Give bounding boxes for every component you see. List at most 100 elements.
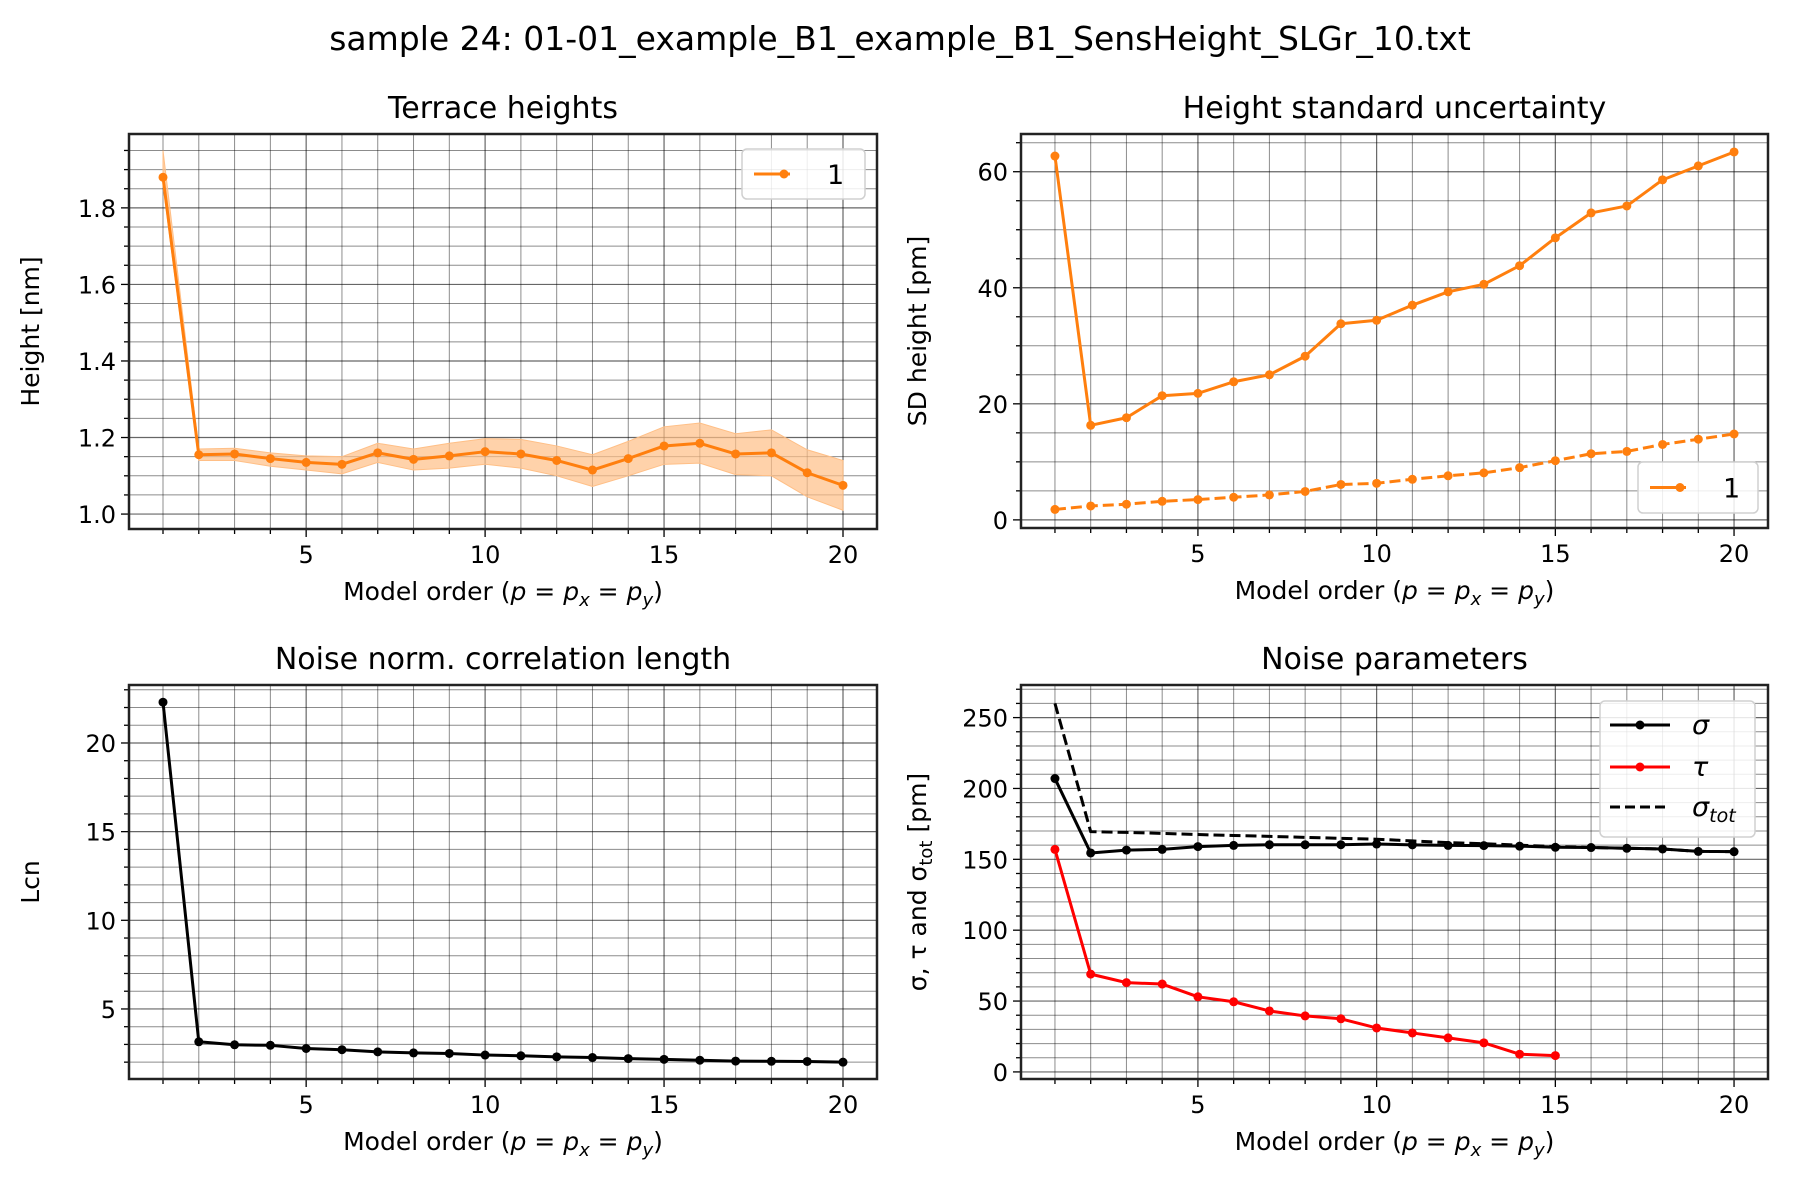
axes-frame xyxy=(127,683,879,1081)
axes-frame xyxy=(1019,683,1770,1081)
data-point xyxy=(1443,287,1453,297)
plot-area xyxy=(158,150,848,511)
data-point xyxy=(158,697,168,707)
x-axis-label: Model order (p = px = py) xyxy=(1235,1127,1555,1161)
data-point xyxy=(587,1053,597,1063)
legend: 1 xyxy=(741,148,866,200)
data-point xyxy=(1658,175,1668,185)
data-point xyxy=(1193,842,1203,852)
data-point xyxy=(1157,844,1167,854)
y-tick-label: 250 xyxy=(962,705,1008,733)
data-point xyxy=(301,457,311,467)
y-tick-label: 1.6 xyxy=(78,271,116,299)
legend-sigma-marker xyxy=(1635,720,1645,730)
series-line xyxy=(1054,432,1735,511)
data-point xyxy=(1121,413,1131,423)
axes-frame xyxy=(127,132,879,531)
data-point xyxy=(516,449,526,459)
data-point xyxy=(265,454,275,464)
data-point xyxy=(1479,279,1489,289)
data-point xyxy=(444,1048,454,1058)
data-point xyxy=(587,465,597,475)
x-tick-label: 10 xyxy=(470,1091,501,1119)
x-tick-label: 10 xyxy=(1361,540,1392,568)
y-tick-label: 100 xyxy=(962,917,1008,945)
x-tick-label: 20 xyxy=(828,1091,859,1119)
data-point xyxy=(1300,351,1310,361)
data-point xyxy=(337,459,347,469)
data-point xyxy=(838,1057,848,1067)
legend-box xyxy=(1637,461,1759,514)
data-point xyxy=(802,1056,812,1066)
panel-terrace: 5 10 15 20 1.0 1.2 1.4 1.6 1.8 Terrace heights Mod… xyxy=(16,91,879,611)
data-point xyxy=(1372,315,1382,325)
data-point xyxy=(444,451,454,461)
legend: 1 xyxy=(1637,461,1759,514)
y-tick-label: 50 xyxy=(977,988,1008,1016)
data-point xyxy=(802,468,812,478)
data-point xyxy=(337,1045,347,1055)
data-point xyxy=(1300,1011,1310,1021)
data-point xyxy=(1336,319,1346,329)
data-point xyxy=(695,438,705,448)
panel-title: Noise parameters xyxy=(1261,642,1528,677)
x-axis-label: Model order (p = px = py) xyxy=(343,577,663,611)
y-tick-label: 150 xyxy=(962,846,1008,874)
data-point xyxy=(1121,499,1131,509)
figure-suptitle: sample 24: 01-01_example_B1_example_B1_S… xyxy=(329,19,1471,58)
panel-title: Terrace heights xyxy=(387,91,618,126)
y-axis-label: SD height [pm] xyxy=(903,236,932,426)
data-point xyxy=(1693,434,1703,444)
panel-title: Height standard uncertainty xyxy=(1183,91,1607,126)
y-tick-label: 200 xyxy=(962,775,1008,803)
data-point xyxy=(1050,844,1060,854)
y-tick-label: 1.4 xyxy=(78,348,116,376)
data-point xyxy=(1479,468,1489,478)
legend-tau-marker xyxy=(1635,762,1645,772)
data-point xyxy=(1372,478,1382,488)
data-point xyxy=(552,1052,562,1062)
series-line xyxy=(1053,703,1735,854)
data-point xyxy=(766,1056,776,1066)
x-tick-label: 20 xyxy=(1719,540,1750,568)
data-point xyxy=(1050,504,1060,514)
data-point xyxy=(1515,1049,1525,1059)
data-point xyxy=(1229,377,1239,387)
data-point xyxy=(838,480,848,490)
data-point xyxy=(516,1051,526,1061)
data-point xyxy=(1515,463,1525,473)
series-line xyxy=(1053,150,1735,427)
y-tick-label: 10 xyxy=(85,907,116,935)
data-point xyxy=(1372,1023,1382,1033)
data-point xyxy=(1264,1006,1274,1016)
x-tick-label: 20 xyxy=(828,541,859,569)
y-tick-label: 1.8 xyxy=(78,195,116,223)
data-point xyxy=(1086,969,1096,979)
data-point xyxy=(480,447,490,457)
data-point xyxy=(194,450,204,460)
legend-marker xyxy=(1675,483,1685,492)
data-point xyxy=(1157,391,1167,401)
data-point xyxy=(1300,486,1310,496)
x-tick-label: 5 xyxy=(299,541,314,569)
data-point xyxy=(230,449,240,459)
data-point xyxy=(1550,1051,1560,1061)
x-tick-label: 15 xyxy=(1540,540,1571,568)
series-line xyxy=(161,177,844,487)
data-point xyxy=(659,1054,669,1064)
data-point xyxy=(623,454,633,464)
legend-label: 1 xyxy=(1723,474,1740,505)
data-point xyxy=(1264,490,1274,500)
x-tick-label: 20 xyxy=(1719,1091,1750,1119)
data-point xyxy=(1407,1028,1417,1038)
data-point xyxy=(194,1037,204,1047)
y-axis-label: σ, τ and σtot [pm] xyxy=(903,773,937,991)
data-point xyxy=(1336,479,1346,489)
data-point xyxy=(731,1056,741,1066)
x-tick-label: 10 xyxy=(1361,1091,1392,1119)
x-axis-label: Model order (p = px = py) xyxy=(1235,576,1555,610)
data-point xyxy=(1157,496,1167,506)
data-point xyxy=(1550,456,1560,466)
data-point xyxy=(1193,495,1203,505)
